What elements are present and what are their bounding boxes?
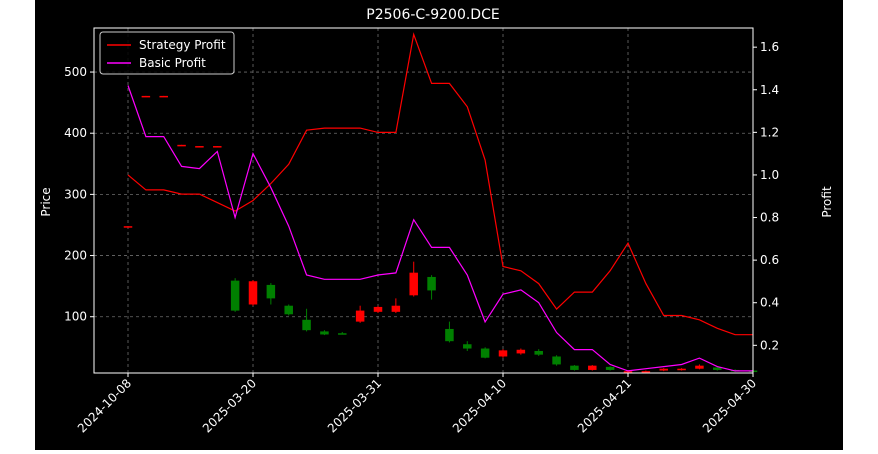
candle-body: [695, 365, 704, 369]
candle-body: [391, 305, 401, 312]
candle-body: [659, 368, 668, 371]
y-tick-label-right: 0.6: [760, 253, 779, 267]
candle-body: [230, 280, 240, 311]
candle-body: [445, 328, 454, 342]
y-tick-label-left: 200: [64, 249, 87, 263]
candlesticks: [123, 95, 758, 373]
y-tick-label-right: 1.2: [760, 125, 779, 139]
candle-body: [302, 319, 311, 331]
y-tick-label-right: 0.4: [760, 296, 779, 310]
candle-body: [284, 305, 293, 315]
chart-background: [35, 0, 843, 450]
y-axis-label-right: Profit: [820, 186, 834, 218]
candle-body: [338, 333, 347, 335]
candle-body: [588, 365, 597, 370]
legend-label-strategy: Strategy Profit: [139, 38, 226, 52]
strategy-profit-line: [127, 32, 753, 336]
basic-profit-line: [127, 85, 753, 372]
candle-body: [516, 349, 526, 354]
candle-body: [355, 310, 365, 322]
candle-body: [213, 146, 222, 148]
candle-body: [177, 144, 186, 147]
candle-body: [123, 226, 133, 228]
candle-body: [409, 272, 418, 296]
candle-body: [427, 276, 436, 291]
candle-body: [641, 371, 651, 373]
profit-lines: [127, 32, 753, 372]
candle-body: [713, 367, 722, 370]
candle-body: [141, 95, 151, 98]
candle-body: [480, 348, 490, 358]
candle-body: [195, 146, 204, 148]
y-tick-label-right: 0.2: [760, 338, 779, 352]
legend-box: [99, 31, 235, 75]
y-tick-label-right: 0.8: [760, 211, 779, 225]
candle-body: [248, 281, 258, 305]
y-tick-label-right: 1.6: [760, 40, 779, 54]
candle-body: [552, 356, 561, 365]
y-tick-label-left: 300: [64, 187, 87, 201]
y-tick-label-right: 1.0: [760, 168, 779, 182]
right-y-axis: 0.2 0.4 0.6 0.8 1.0 1.2 1.4 1.6: [753, 40, 779, 352]
candle-body: [605, 366, 615, 370]
legend-label-basic: Basic Profit: [139, 56, 206, 70]
candle-body: [677, 368, 686, 371]
candle-body: [320, 331, 329, 335]
candle-body: [570, 365, 579, 370]
candle-body: [623, 371, 633, 373]
y-tick-label-left: 400: [64, 126, 87, 140]
left-y-axis: 100 200 300 400 500: [64, 65, 94, 324]
chart-title: P2506-C-9200.DCE: [366, 7, 499, 23]
chart-svg: 100 200 300 400 500 0.2 0.4 0.6 0.8 1.0 1.2 1.4 1.6…: [35, 0, 843, 450]
y-tick-label-left: 100: [64, 310, 87, 324]
legend: Strategy Profit Basic Profit: [99, 31, 235, 75]
y-tick-label-right: 1.4: [760, 83, 779, 97]
chart-figure: 100 200 300 400 500 0.2 0.4 0.6 0.8 1.0 1.2 1.4 1.6…: [35, 0, 843, 450]
candle-body: [266, 284, 276, 299]
candle-body: [498, 350, 508, 357]
candle-body: [534, 350, 543, 355]
candle-body: [373, 306, 383, 312]
candle-body: [159, 95, 168, 98]
y-axis-label-left: Price: [39, 187, 53, 216]
y-tick-label-left: 500: [64, 65, 87, 79]
candle-body: [463, 344, 472, 349]
plot-frame: [93, 27, 754, 374]
